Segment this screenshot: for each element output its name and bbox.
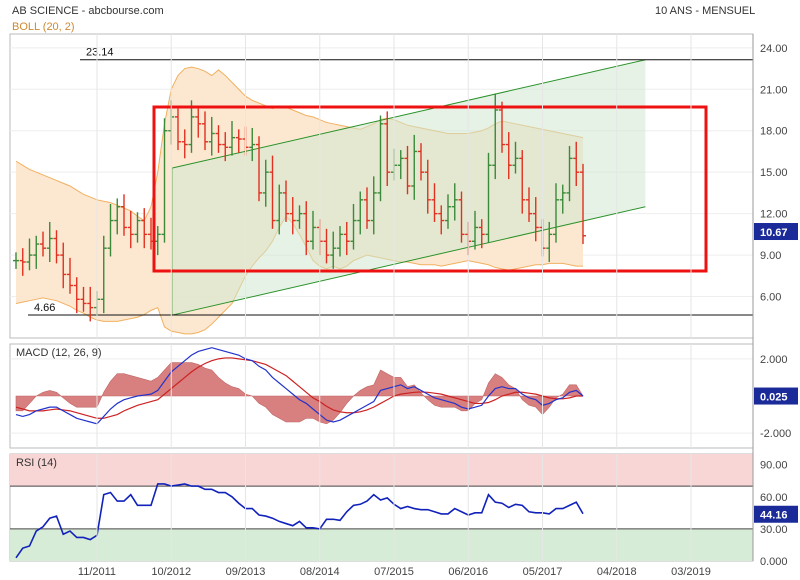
channel-lower-line <box>172 206 646 316</box>
x-tick-label: 10/2012 <box>151 566 191 578</box>
rsi-tick-label: 30.00 <box>760 524 788 536</box>
macd-panel: 2.000 -2.000 0.025 <box>10 347 798 440</box>
price-tick-label: 15.00 <box>760 167 788 179</box>
x-axis: 11/2011 10/2012 09/2013 08/2014 07/2015 06/20… <box>78 34 754 578</box>
x-tick-label: 09/2013 <box>226 566 266 578</box>
price-tick-label: 21.00 <box>760 84 788 96</box>
x-tick-label: 07/2015 <box>374 566 414 578</box>
rsi-overbought-zone <box>10 454 753 487</box>
macd-line <box>15 347 584 425</box>
rsi-value-label: 44.16 <box>760 510 788 522</box>
channel-upper-line <box>172 59 646 169</box>
price-panel: 24.00 21.00 18.00 15.00 12.00 9.00 6.00 23.14 4.… <box>10 43 798 335</box>
trend-channel <box>172 59 646 316</box>
x-tick-label: 03/2019 <box>671 566 711 578</box>
x-tick-label: 05/2017 <box>523 566 563 578</box>
rsi-panel: 90.00 60.00 30.00 0.000 44.16 <box>10 454 798 568</box>
x-tick-label: 08/2014 <box>300 566 340 578</box>
highlight-box <box>152 105 708 273</box>
price-tick-label: 12.00 <box>760 209 788 221</box>
x-tick-label: 11/2011 <box>78 566 116 578</box>
price-tick-label: 6.00 <box>760 292 781 304</box>
price-tick-label: 9.00 <box>760 250 781 262</box>
rsi-oversold-zone <box>10 528 753 561</box>
last-price-box <box>754 223 798 241</box>
last-price-label: 10.67 <box>760 227 788 239</box>
rsi-line <box>15 483 584 559</box>
rsi-label: RSI (14) <box>16 457 57 469</box>
rsi-tick-label: 60.00 <box>760 492 788 504</box>
macd-value-label: 0.025 <box>760 392 788 404</box>
chart-period: 10 ANS - MENSUEL <box>655 5 755 17</box>
macd-histogram <box>15 362 584 425</box>
price-tick-label: 18.00 <box>760 126 788 138</box>
x-tick-label: 04/2018 <box>597 566 637 578</box>
rsi-value-box <box>754 505 798 523</box>
macd-signal-line <box>15 357 583 419</box>
x-tick-label: 06/2016 <box>448 566 488 578</box>
boll-label: BOLL (20, 2) <box>12 21 75 33</box>
hline-label: 23.14 <box>86 47 114 59</box>
rsi-tick-label: 0.000 <box>760 556 788 568</box>
price-tick-label: 24.00 <box>760 43 788 55</box>
macd-tick-label: -2.000 <box>760 428 791 440</box>
macd-label: MACD (12, 26, 9) <box>16 347 102 359</box>
rsi-tick-label: 90.00 <box>760 460 788 472</box>
hline-label: 4.66 <box>34 302 55 314</box>
macd-value-box <box>754 387 798 405</box>
chart-title: AB SCIENCE - abcbourse.com <box>12 5 164 17</box>
macd-tick-label: 2.000 <box>760 354 788 366</box>
